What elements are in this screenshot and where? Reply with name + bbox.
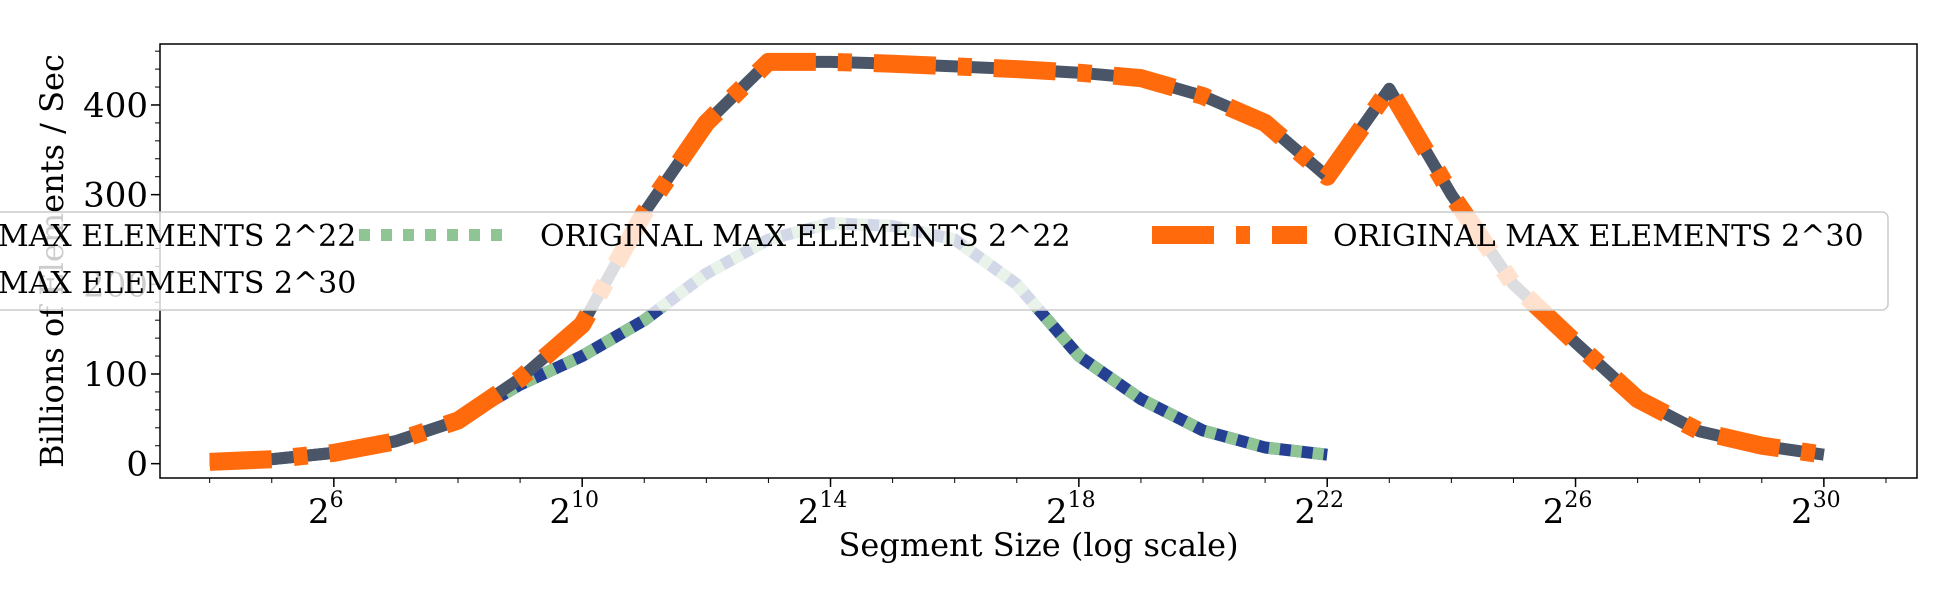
x-tick-label: 222 <box>1294 488 1344 532</box>
legend-label: ORIGINAL MAX ELEMENTS 2^22 <box>540 219 1071 254</box>
x-tick-label: 218 <box>1046 488 1096 532</box>
x-tick-label: 226 <box>1543 488 1593 532</box>
y-tick-label: 100 <box>83 355 148 395</box>
legend-label: MAX ELEMENTS 2^30 <box>0 266 356 301</box>
y-tick-label: 300 <box>83 176 148 216</box>
y-tick-label: 400 <box>83 86 148 126</box>
x-tick-label: 214 <box>798 488 848 532</box>
legend-label: ORIGINAL MAX ELEMENTS 2^30 <box>1333 219 1864 254</box>
x-tick-label: 26 <box>308 488 344 532</box>
y-tick-label: 0 <box>126 445 148 485</box>
legend: MAX ELEMENTS 2^22 ORIGINAL MAX ELEMENTS 2… <box>0 211 1889 311</box>
series-line-3 <box>209 52 1826 471</box>
x-tick-label: 210 <box>549 488 599 532</box>
x-tick-label: 230 <box>1791 488 1841 532</box>
legend-label: MAX ELEMENTS 2^22 <box>0 219 356 254</box>
x-axis-label: Segment Size (log scale) <box>838 526 1238 564</box>
